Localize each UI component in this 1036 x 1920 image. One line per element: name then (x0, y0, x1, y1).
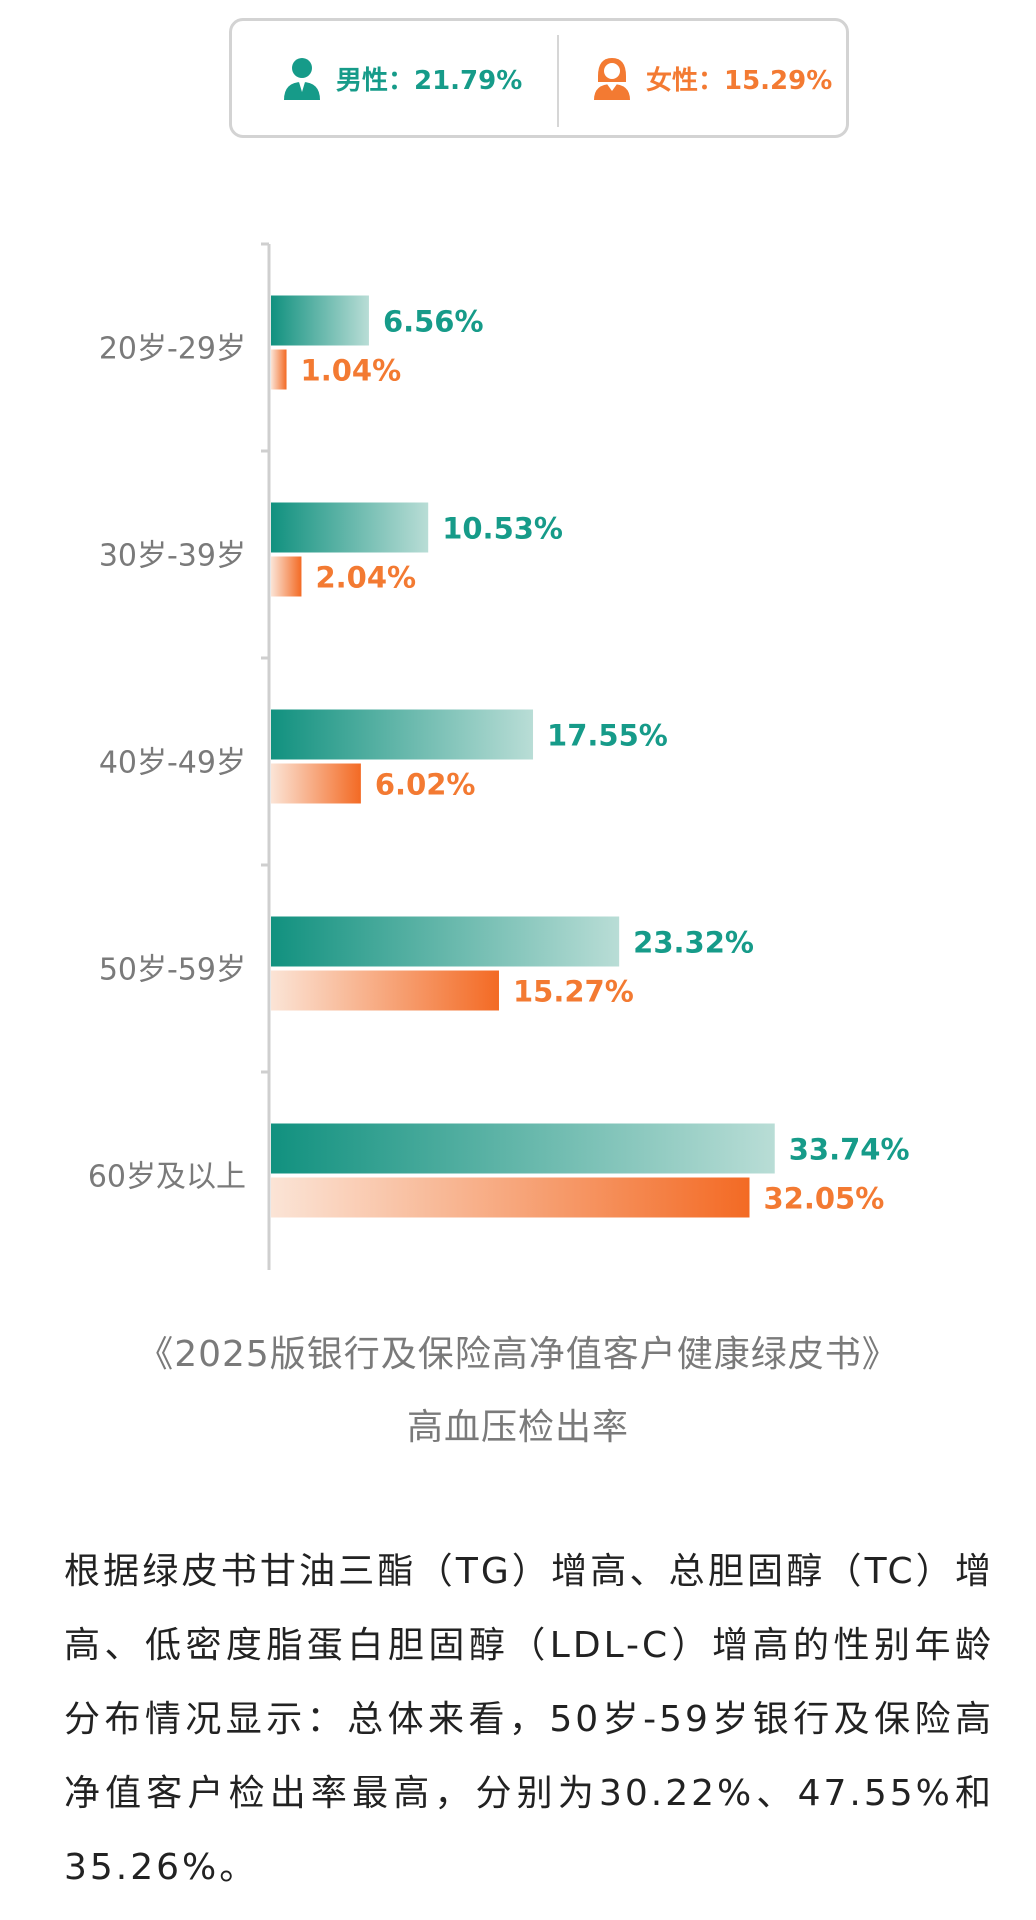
bar-female (271, 349, 287, 390)
bar-female (271, 970, 499, 1011)
bar-male (271, 1123, 775, 1174)
data-label-female: 1.04% (301, 354, 402, 388)
category-label: 40岁-49岁 (99, 746, 246, 781)
data-label-female: 15.27% (513, 975, 634, 1009)
category-label: 50岁-59岁 (99, 953, 246, 988)
legend-male-label: 男性：21.79% (336, 65, 523, 96)
bar-female (271, 556, 302, 597)
data-label-female: 32.05% (764, 1182, 885, 1216)
chart-caption-title: 高血压检出率 (406, 1407, 629, 1448)
data-label-male: 6.56% (383, 305, 484, 339)
female-user-icon (594, 58, 630, 100)
bar-female (271, 1177, 750, 1218)
category-label: 30岁-39岁 (99, 539, 246, 574)
data-label-male: 10.53% (442, 512, 563, 546)
category-label: 20岁-29岁 (99, 332, 246, 367)
data-label-male: 23.32% (633, 926, 754, 960)
category-label: 60岁及以上 (88, 1160, 246, 1195)
male-user-icon (284, 58, 320, 100)
bar-male (271, 916, 620, 967)
legend-box: 男性：21.79% 女性：15.29% (229, 18, 849, 138)
data-label-female: 2.04% (315, 561, 416, 595)
legend-item-male: 男性：21.79% (280, 21, 522, 135)
chart-caption-source: 《2025版银行及保险高净值客户健康绿皮书》 (137, 1334, 899, 1375)
bar-male (271, 295, 369, 346)
data-label-female: 6.02% (375, 768, 476, 802)
body-paragraph: 根据绿皮书甘油三酯（TG）增高、总胆固醇（TC）增高、低密度脂蛋白胆固醇（LDL… (64, 1551, 994, 1888)
data-label-male: 17.55% (547, 719, 668, 753)
legend-female-label: 女性：15.29% (646, 65, 833, 96)
legend-item-female: 女性：15.29% (590, 21, 832, 135)
data-label-male: 33.74% (789, 1133, 910, 1167)
bar-male (271, 709, 534, 760)
legend-divider (557, 35, 559, 127)
bar-chart: 20岁-29岁 6.56% 1.04% 30岁-39岁 10.53% 2.04% 40岁-4… (88, 242, 910, 1270)
bar-male (271, 502, 429, 553)
bar-female (271, 763, 361, 804)
